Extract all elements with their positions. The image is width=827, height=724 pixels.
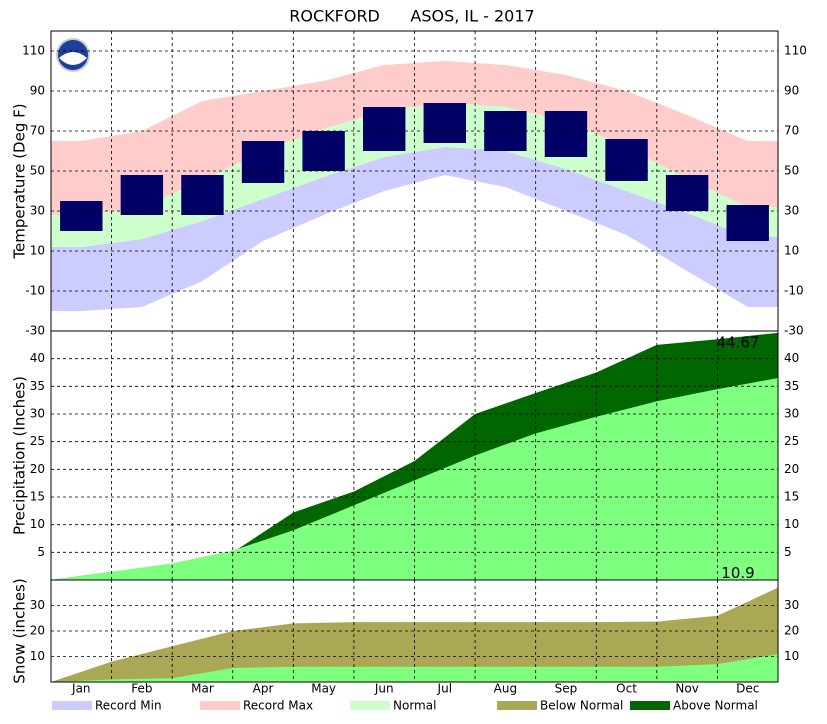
legend-swatch xyxy=(630,701,670,710)
x-tick-label: Dec xyxy=(736,682,759,696)
legend-swatch xyxy=(350,701,390,710)
y2-tick-label: 5 xyxy=(784,545,792,559)
y2-tick-label: 90 xyxy=(784,84,799,98)
observed-range xyxy=(544,111,588,157)
x-tick-label: Oct xyxy=(616,682,637,696)
x-tick-label: Mar xyxy=(191,682,214,696)
y-tick-label: 30 xyxy=(30,598,45,612)
y-tick-label: 10 xyxy=(30,244,45,258)
legend-label: Normal xyxy=(393,699,436,713)
y-tick-label: 30 xyxy=(30,407,45,421)
observed-range xyxy=(60,201,103,231)
legend-label: Record Max xyxy=(243,699,313,713)
y-tick-label: -10 xyxy=(25,284,45,298)
y-tick-label: 70 xyxy=(30,124,45,138)
observed-range xyxy=(363,107,406,151)
observed-range xyxy=(120,175,164,215)
x-tick-label: Aug xyxy=(494,682,517,696)
y2-tick-label: 25 xyxy=(784,434,799,448)
y2-tick-label: 20 xyxy=(784,624,799,638)
y2-tick-label: 30 xyxy=(784,407,799,421)
y2-tick-label: 10 xyxy=(784,244,799,258)
y2-tick-label: 10 xyxy=(784,517,799,531)
chart-title: ROCKFORD ASOS, IL - 2017 xyxy=(289,7,534,26)
y2-tick-label: 50 xyxy=(784,164,799,178)
observed-range xyxy=(665,175,709,211)
y-axis-label: Temperature (Deg F) xyxy=(11,103,29,259)
y2-tick-label: 40 xyxy=(784,351,799,365)
y-tick-label: 20 xyxy=(30,624,45,638)
y-tick-label: 10 xyxy=(30,649,45,663)
x-tick-label: May xyxy=(311,682,336,696)
y2-tick-label: 30 xyxy=(784,204,799,218)
y-tick-label: 40 xyxy=(30,351,45,365)
observed-range xyxy=(605,139,648,181)
observed-range xyxy=(302,131,345,171)
y2-tick-label: 110 xyxy=(784,44,807,58)
y-tick-label: 5 xyxy=(37,545,45,559)
y-tick-label: 25 xyxy=(30,434,45,448)
observed-range xyxy=(181,175,224,215)
y2-tick-label: -10 xyxy=(784,284,804,298)
observed-range xyxy=(241,141,285,183)
legend-label: Below Normal xyxy=(540,699,623,713)
legend-swatch xyxy=(200,701,240,710)
y-tick-label: 20 xyxy=(30,462,45,476)
x-tick-label: Feb xyxy=(131,682,152,696)
panel-frame xyxy=(50,579,779,683)
y2-tick-label: -30 xyxy=(784,324,804,338)
x-tick-label: Sep xyxy=(555,682,578,696)
x-tick-label: Jun xyxy=(374,682,394,696)
y-tick-label: -30 xyxy=(25,324,45,338)
legend-label: Above Normal xyxy=(673,699,758,713)
legend-label: Record Min xyxy=(95,699,162,713)
y2-tick-label: 10 xyxy=(784,649,799,663)
y2-tick-label: 15 xyxy=(784,490,799,504)
y-tick-label: 50 xyxy=(30,164,45,178)
y2-tick-label: 70 xyxy=(784,124,799,138)
y-tick-label: 35 xyxy=(30,379,45,393)
y-tick-label: 110 xyxy=(22,44,45,58)
x-tick-label: Jan xyxy=(71,682,91,696)
total-label: 44.67 xyxy=(717,333,760,351)
x-tick-label: Apr xyxy=(253,682,274,696)
y2-tick-label: 30 xyxy=(784,598,799,612)
y-tick-label: 15 xyxy=(30,490,45,504)
x-tick-label: Jul xyxy=(437,682,452,696)
y2-tick-label: 35 xyxy=(784,379,799,393)
x-tick-label: Nov xyxy=(675,682,698,696)
legend-swatch xyxy=(52,701,92,710)
legend-swatch xyxy=(497,701,537,710)
y-tick-label: 90 xyxy=(30,84,45,98)
y-axis-label: Snow (inches) xyxy=(11,578,29,683)
noaa-logo xyxy=(56,38,90,72)
y2-tick-label: 20 xyxy=(784,462,799,476)
observed-range xyxy=(423,103,466,143)
total-label: 10.9 xyxy=(721,564,754,582)
y-tick-label: 30 xyxy=(30,204,45,218)
observed-area xyxy=(51,654,778,682)
y-axis-label: Precipitation (Inches) xyxy=(11,376,29,535)
y-tick-label: 10 xyxy=(30,517,45,531)
observed-range xyxy=(726,205,769,241)
